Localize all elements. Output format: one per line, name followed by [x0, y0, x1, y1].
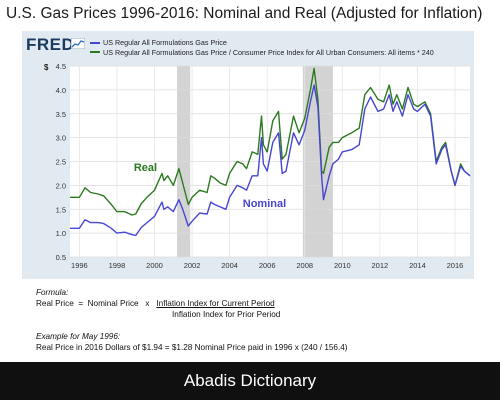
y-tick-label-3: 2.0: [56, 181, 66, 190]
y-tick-label-2: 1.5: [56, 205, 66, 214]
y-tick-label-5: 3.0: [56, 134, 66, 143]
x-tick-label-6: 2008: [296, 261, 313, 270]
x-tick-label-4: 2004: [221, 261, 238, 270]
page-title: U.S. Gas Prices 1996-2016: Nominal and R…: [6, 5, 483, 22]
legend-item-nominal: US Regular All Formulations Gas Price: [90, 38, 434, 48]
legend-label-nominal: US Regular All Formulations Gas Price: [103, 38, 227, 47]
y-tick-label-8: 4.5: [56, 62, 66, 71]
formula-prefix: Real Price = Nominal Price x: [36, 299, 157, 308]
footer-banner: Abadis Dictionary: [0, 362, 500, 400]
formula-block: Formula: Real Price = Nominal Price x In…: [36, 287, 348, 353]
formula-numerator: Inflation Index for Current Period: [156, 299, 275, 308]
example-heading: Example for May 1996:: [36, 332, 121, 341]
series-line-nominal-price: [70, 84, 471, 237]
annotation-nominal: Nominal: [243, 198, 286, 210]
x-tick-label-5: 2006: [259, 261, 276, 270]
x-tick-label-2: 2000: [146, 261, 163, 270]
y-tick-label-7: 4.0: [56, 86, 66, 95]
y-tick-label-1: 1.0: [56, 229, 66, 238]
y-tick-label-4: 2.5: [56, 158, 66, 167]
gas-price-chart: 0.5 1.0 1.5 2.0 2.5 3.0 3.5 4.0 4.5 1996 1998 2000 2…: [56, 62, 471, 270]
formula-heading: Formula:: [36, 288, 69, 297]
y-axis-currency-label: $: [44, 63, 49, 72]
formula-line: Real Price = Nominal Price x Inflation I…: [36, 298, 348, 309]
x-tick-label-1: 1998: [109, 261, 126, 270]
x-tick-label-8: 2012: [372, 261, 389, 270]
x-tick-label-3: 2002: [184, 261, 201, 270]
y-tick-label-0: 0.5: [56, 253, 66, 262]
annotation-real: Real: [134, 162, 157, 174]
x-tick-label-7: 2010: [334, 261, 351, 270]
legend-swatch-real: [90, 51, 100, 54]
y-tick-label-6: 3.5: [56, 110, 66, 119]
fred-logo: FRED: [26, 35, 75, 54]
series-line-real-price: [70, 67, 471, 216]
legend-swatch-nominal: [90, 41, 100, 44]
chart-legend: US Regular All Formulations Gas Price US…: [90, 38, 434, 57]
fred-logo-chart-icon: [71, 38, 85, 49]
formula-denominator: Inflation Index for Prior Period: [172, 310, 281, 319]
legend-item-real: US Regular All Formulations Gas Price / …: [90, 48, 434, 58]
x-tick-label-0: 1996: [71, 261, 88, 270]
example-text: Real Price in 2016 Dollars of $1.94 = $1…: [36, 343, 348, 352]
x-tick-label-9: 2014: [409, 261, 426, 270]
legend-label-real: US Regular All Formulations Gas Price / …: [103, 47, 434, 57]
x-tick-label-10: 2016: [447, 261, 464, 270]
